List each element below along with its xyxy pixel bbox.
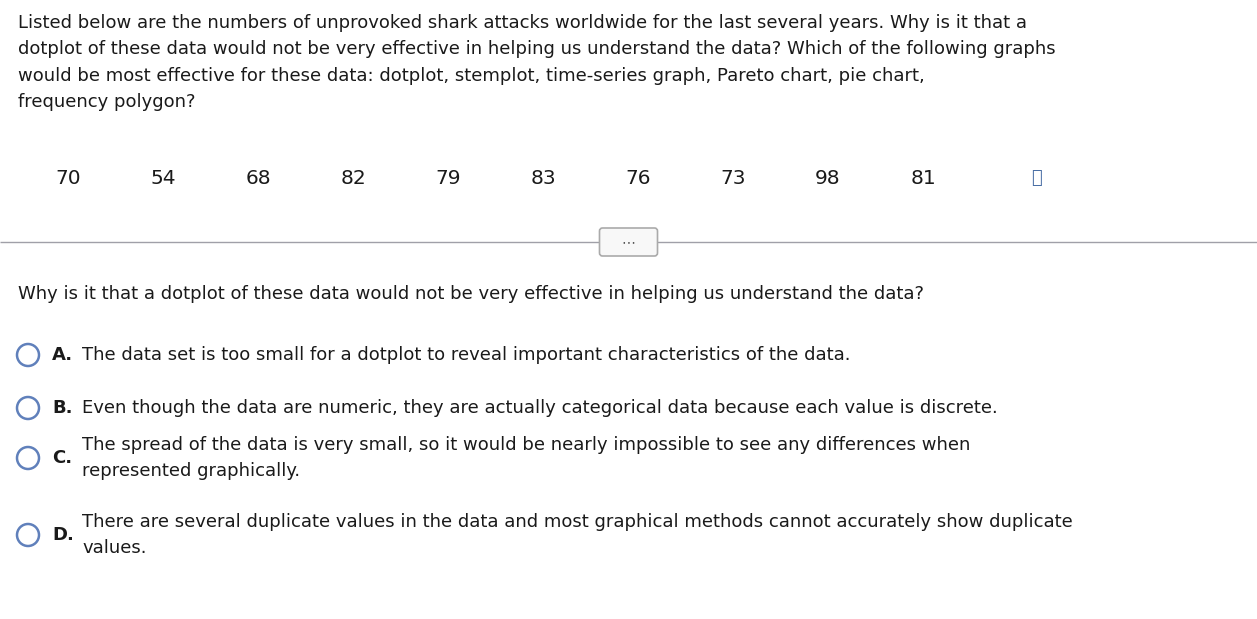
Text: B.: B.: [52, 399, 73, 417]
Text: 54: 54: [150, 168, 176, 188]
Text: ⎗: ⎗: [1031, 169, 1041, 187]
Text: C.: C.: [52, 449, 72, 467]
Text: ⋯: ⋯: [621, 235, 636, 249]
Text: 70: 70: [55, 168, 80, 188]
Text: 76: 76: [625, 168, 651, 188]
Text: D.: D.: [52, 526, 74, 544]
Text: The data set is too small for a dotplot to reveal important characteristics of t: The data set is too small for a dotplot …: [82, 346, 851, 364]
Text: Listed below are the numbers of unprovoked shark attacks worldwide for the last : Listed below are the numbers of unprovok…: [18, 14, 1056, 111]
FancyBboxPatch shape: [600, 228, 657, 256]
Text: 81: 81: [910, 168, 936, 188]
Text: 68: 68: [245, 168, 270, 188]
Text: 79: 79: [435, 168, 461, 188]
Text: Even though the data are numeric, they are actually categorical data because eac: Even though the data are numeric, they a…: [82, 399, 998, 417]
Text: 82: 82: [341, 168, 366, 188]
Ellipse shape: [18, 344, 39, 366]
Text: There are several duplicate values in the data and most graphical methods cannot: There are several duplicate values in th…: [82, 513, 1072, 557]
Ellipse shape: [18, 397, 39, 419]
Ellipse shape: [18, 524, 39, 546]
Text: Why is it that a dotplot of these data would not be very effective in helping us: Why is it that a dotplot of these data w…: [18, 285, 924, 303]
Ellipse shape: [18, 447, 39, 469]
Text: 98: 98: [816, 168, 841, 188]
Text: 83: 83: [530, 168, 556, 188]
Text: The spread of the data is very small, so it would be nearly impossible to see an: The spread of the data is very small, so…: [82, 436, 970, 480]
Text: 73: 73: [720, 168, 745, 188]
Text: A.: A.: [52, 346, 73, 364]
